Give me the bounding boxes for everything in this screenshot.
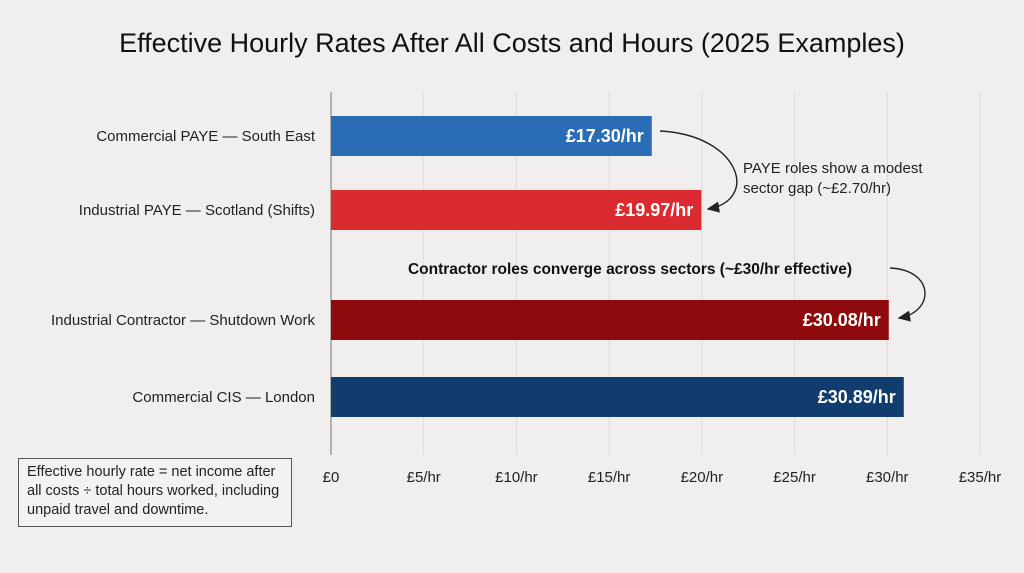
annotation-paye-line-2: sector gap (~£2.70/hr) (743, 180, 891, 197)
annotation-arrow-paye (659, 130, 738, 213)
bar-value-label: £30.89/hr (818, 387, 896, 407)
x-tick-label: £35/hr (959, 469, 1002, 486)
chart-title: Effective Hourly Rates After All Costs a… (119, 28, 905, 58)
annotation-contractor: Contractor roles converge across sectors… (408, 261, 852, 278)
bar (331, 190, 702, 230)
category-label: Commercial PAYE — South East (96, 128, 316, 145)
bar-value-label: £19.97/hr (615, 200, 693, 220)
x-tick-label: £30/hr (866, 469, 909, 486)
category-label: Industrial PAYE — Scotland (Shifts) (79, 202, 315, 219)
bar (331, 300, 889, 340)
x-tick-label: £0 (323, 469, 340, 486)
x-tick-label: £15/hr (588, 469, 631, 486)
x-tick-label: £25/hr (773, 469, 816, 486)
bar (331, 116, 652, 156)
bar (331, 377, 904, 417)
bar-value-label: £30.08/hr (803, 310, 881, 330)
category-label: Industrial Contractor — Shutdown Work (51, 312, 316, 329)
x-tick-label: £5/hr (407, 469, 441, 486)
annotation-paye-line-1: PAYE roles show a modest (743, 160, 923, 177)
category-label: Commercial CIS — London (132, 389, 315, 406)
footnote-box: Effective hourly rate = net income after… (18, 458, 292, 527)
bar-value-label: £17.30/hr (566, 126, 644, 146)
annotation-arrow-contractor (889, 267, 926, 322)
x-tick-label: £20/hr (681, 469, 724, 486)
x-tick-label: £10/hr (495, 469, 538, 486)
